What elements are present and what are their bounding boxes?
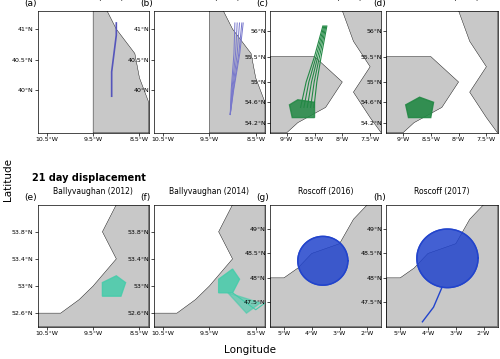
Polygon shape xyxy=(93,11,149,133)
Polygon shape xyxy=(228,293,260,313)
Text: (f): (f) xyxy=(140,193,150,202)
Text: Arrabida (2020): Arrabida (2020) xyxy=(179,0,240,2)
Polygon shape xyxy=(38,205,149,327)
Text: Arrabida (2018): Arrabida (2018) xyxy=(63,0,124,2)
Text: Ballyvaughan (2012): Ballyvaughan (2012) xyxy=(53,187,133,196)
Text: (g): (g) xyxy=(256,193,270,202)
Polygon shape xyxy=(417,229,478,288)
Text: (h): (h) xyxy=(373,193,386,202)
Text: Thumb Rock (2013): Thumb Rock (2013) xyxy=(404,0,479,2)
Polygon shape xyxy=(270,57,342,133)
Text: 21 day displacement: 21 day displacement xyxy=(32,173,146,183)
Text: Roscoff (2017): Roscoff (2017) xyxy=(414,187,470,196)
Polygon shape xyxy=(290,100,314,118)
Polygon shape xyxy=(102,276,126,296)
Text: (e): (e) xyxy=(24,193,37,202)
Text: Roscoff (2016): Roscoff (2016) xyxy=(298,187,354,196)
Text: (d): (d) xyxy=(373,0,386,8)
Text: Ballyvaughan (2014): Ballyvaughan (2014) xyxy=(170,187,250,196)
Text: (c): (c) xyxy=(256,0,268,8)
Text: (a): (a) xyxy=(24,0,36,8)
Text: Longitude: Longitude xyxy=(224,345,276,355)
Polygon shape xyxy=(406,97,433,118)
Polygon shape xyxy=(458,11,498,133)
Text: Latitude: Latitude xyxy=(2,158,12,201)
Text: Thumb rock (2012): Thumb rock (2012) xyxy=(289,0,362,2)
Polygon shape xyxy=(342,11,382,133)
Polygon shape xyxy=(210,11,265,133)
Polygon shape xyxy=(218,269,240,293)
Polygon shape xyxy=(270,205,382,327)
Text: (b): (b) xyxy=(140,0,153,8)
Polygon shape xyxy=(298,236,348,285)
Polygon shape xyxy=(154,205,265,327)
Polygon shape xyxy=(386,205,498,327)
Polygon shape xyxy=(386,57,458,133)
